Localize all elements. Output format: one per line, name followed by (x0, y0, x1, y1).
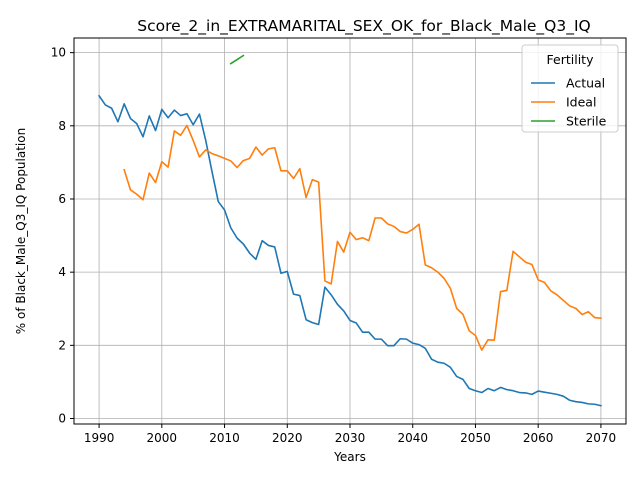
y-tick-label: 6 (58, 192, 66, 206)
legend-box (521, 44, 619, 133)
legend: Fertility Actual Ideal Sterile (521, 44, 619, 133)
series-line-ideal (123, 124, 602, 351)
x-tick-label: 2040 (397, 431, 428, 445)
y-tick-label: 4 (58, 265, 66, 279)
legend-title: Fertility (547, 52, 595, 67)
legend-label-actual: Actual (566, 76, 605, 91)
series-line-sterile (229, 54, 245, 65)
chart-title: Score_2_in_EXTRAMARITAL_SEX_OK_for_Black… (137, 17, 591, 36)
y-tick-label: 8 (58, 119, 66, 133)
x-tick-label: 2000 (147, 431, 178, 445)
y-tick-label: 0 (58, 412, 66, 426)
x-axis-label: Years (333, 450, 366, 464)
y-tick-label: 10 (51, 46, 66, 60)
y-axis-label: % of Black_Male_Q3_IQ Population (14, 128, 28, 334)
x-tick-label: 2030 (335, 431, 366, 445)
legend-entries: Actual Ideal Sterile (531, 76, 607, 129)
y-tick-label: 2 (58, 338, 66, 352)
series-lines (97, 54, 602, 407)
legend-label-sterile: Sterile (566, 114, 607, 129)
x-tick-label: 2070 (586, 431, 617, 445)
legend-label-ideal: Ideal (566, 95, 596, 110)
x-tick-label: 2020 (272, 431, 303, 445)
y-axis: 0 2 4 6 8 10 (51, 46, 74, 426)
x-axis: 1990 2000 2010 2020 2030 2040 2050 2060 2070 (84, 424, 616, 445)
x-tick-label: 2050 (460, 431, 491, 445)
series-line-actual (97, 94, 602, 407)
x-tick-label: 2010 (209, 431, 240, 445)
x-tick-label: 2060 (523, 431, 554, 445)
x-tick-label: 1990 (84, 431, 115, 445)
